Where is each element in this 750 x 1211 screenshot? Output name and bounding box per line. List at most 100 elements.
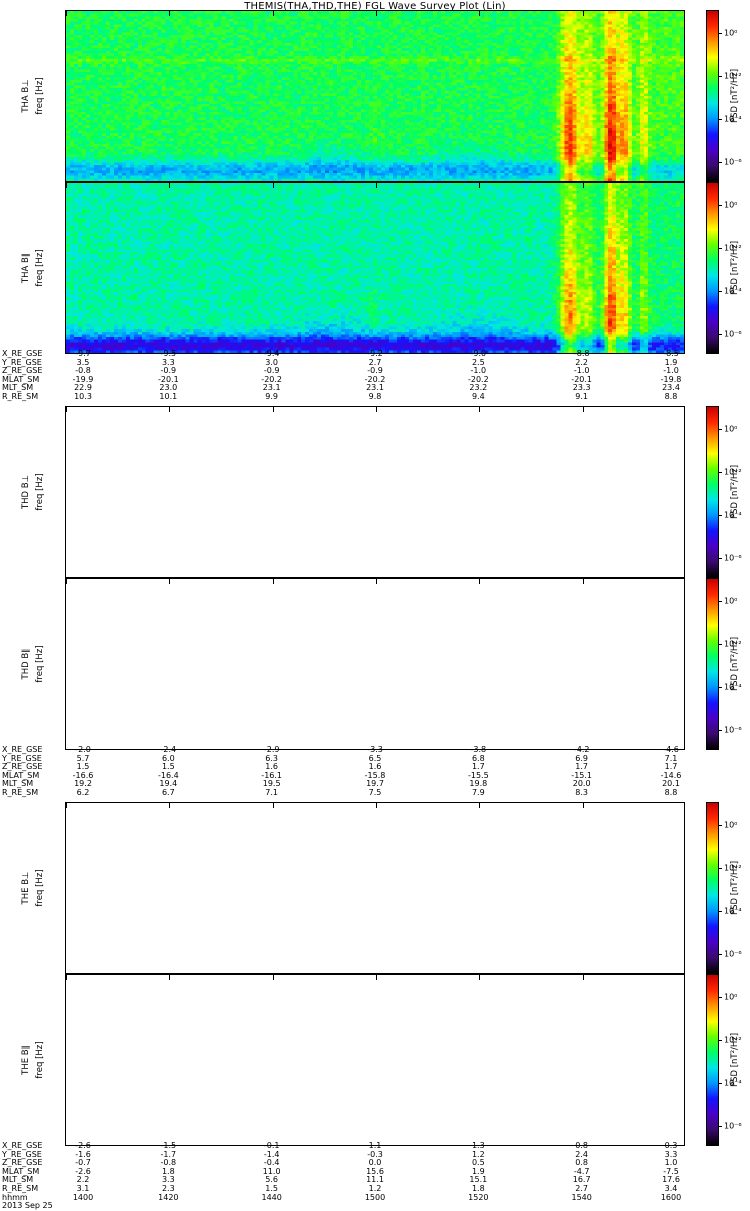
axis-minor-tick — [684, 338, 685, 339]
axis-tick — [684, 536, 685, 537]
colorbar-tick — [718, 824, 722, 826]
axis-minor-tick — [684, 1121, 685, 1122]
axis-minor-tick — [65, 235, 66, 236]
axis-minor-tick — [684, 915, 685, 916]
axis-minor-tick — [65, 20, 66, 21]
ephemeris-value: 1.6 — [368, 762, 382, 772]
ephemeris-value: 7.5 — [368, 787, 382, 797]
axis-minor-tick — [65, 596, 66, 597]
ephemeris-value: 6.9 — [575, 753, 589, 763]
axis-minor-tick — [684, 519, 685, 520]
axis-minor-tick — [65, 1138, 66, 1139]
y-axis-units: freq [Hz] — [35, 869, 45, 907]
x-axis-tick — [66, 183, 67, 188]
ephemeris-value: 23.4 — [662, 383, 680, 393]
ephemeris-row: MLT_SM 22.9 23.0 23.1 23.1 23.2 23.3 23.4 — [0, 384, 750, 393]
ephemeris-value: 1.2 — [471, 1149, 485, 1159]
colorbar-gradient — [707, 11, 718, 181]
axis-minor-tick — [65, 131, 66, 132]
ephemeris-value: -7.5 — [663, 1166, 679, 1176]
x-axis-tick — [479, 183, 481, 188]
x-axis-tick — [582, 183, 584, 188]
axis-minor-tick — [65, 1087, 66, 1088]
axis-tick — [65, 450, 66, 451]
axis-minor-tick — [65, 510, 66, 511]
ephemeris-value: 1.1 — [368, 1141, 382, 1150]
axis-minor-tick — [65, 588, 66, 589]
ephemeris-value: 11.0 — [262, 1166, 281, 1176]
axis-minor-tick — [65, 880, 66, 881]
ephemeris-value: 23.1 — [262, 383, 281, 393]
ephemeris-value: 19.8 — [469, 779, 488, 789]
axis-minor-tick — [684, 243, 685, 244]
axis-minor-tick — [684, 71, 685, 72]
colorbar-tick-label: 10⁻⁴ — [724, 1078, 742, 1087]
colorbar-title: PSD [nT²/Hz] — [730, 68, 740, 124]
colorbar-tick-label: 10⁻⁶ — [724, 329, 742, 338]
ephemeris-value: -16.6 — [72, 770, 94, 780]
ephemeris-value: -20.1 — [157, 374, 179, 384]
axis-tick — [684, 579, 685, 580]
axis-minor-tick — [684, 1138, 685, 1139]
ephemeris-value: 2.7 — [575, 1183, 589, 1193]
colorbar-tick — [718, 75, 722, 77]
axis-minor-tick — [65, 906, 66, 907]
ephemeris-value: 1.5 — [76, 762, 90, 772]
axis-minor-tick — [684, 63, 685, 64]
colorbar-gradient — [707, 803, 718, 973]
ephemeris-row-label: R_RE_SM — [2, 391, 39, 401]
axis-minor-tick — [684, 949, 685, 950]
colorbar-tick — [718, 471, 722, 473]
ephemeris-value: -9.0 — [470, 349, 487, 358]
axis-minor-tick — [65, 114, 66, 115]
axis-minor-tick — [684, 545, 685, 546]
axis-minor-tick — [65, 80, 66, 81]
x-axis-tick — [169, 803, 171, 808]
axis-tick — [684, 932, 685, 933]
ephemeris-row: MLAT_SM -16.6 -16.4 -16.1 -15.8 -15.5 -15.1 -14… — [0, 770, 750, 781]
axis-minor-tick — [65, 958, 66, 959]
ephemeris-value: 11.1 — [366, 1175, 384, 1185]
ephemeris-value: 1.2 — [368, 1183, 382, 1193]
axis-minor-tick — [684, 682, 685, 683]
axis-tick — [684, 11, 685, 12]
axis-minor-tick — [65, 949, 66, 950]
ephemeris-value: 3.3 — [161, 357, 175, 367]
axis-minor-tick — [65, 346, 66, 347]
axis-minor-tick — [684, 613, 685, 614]
axis-minor-tick — [65, 691, 66, 692]
ephemeris-row-label: MLAT_SM — [2, 374, 40, 384]
ephemeris-value: 5.6 — [265, 1175, 279, 1185]
axis-minor-tick — [684, 510, 685, 511]
x-axis-tick — [66, 579, 67, 584]
ephemeris-value: -2.6 — [75, 1141, 91, 1150]
ephemeris-value: 20.0 — [572, 779, 591, 789]
ephemeris-value: -1.0 — [573, 366, 590, 376]
ephemeris-value: 16.7 — [572, 1175, 591, 1185]
x-axis-tick — [272, 183, 274, 188]
ephemeris-value: -9.2 — [367, 349, 383, 358]
ephemeris-table-thd: X_RE_GSE -2.0 -2.4 -2.9 -3.3 -3.8 -4.2 -4.6 Y_RE… — [0, 745, 750, 798]
colorbar-tick — [718, 428, 722, 430]
axis-tick — [65, 226, 66, 227]
ephemeris-value: 3.4 — [664, 1183, 678, 1193]
axis-minor-tick — [684, 252, 685, 253]
ephemeris-value: -20.2 — [261, 374, 283, 384]
axis-minor-tick — [684, 502, 685, 503]
axis-minor-tick — [684, 570, 685, 571]
axis-minor-tick — [65, 1044, 66, 1045]
ephemeris-row: MLAT_SM -19.9 -20.1 -20.2 -20.2 -20.2 -20.1 -19… — [0, 374, 750, 385]
ephemeris-row: Z_RE_GSE -0.8 -0.9 -0.9 -0.9 -1.0 -1.0 -1.0 — [0, 367, 750, 376]
ephemeris-value: -0.1 — [263, 1141, 280, 1150]
axis-minor-tick — [65, 1009, 66, 1010]
ephemeris-value: 8.8 — [664, 391, 678, 401]
x-axis-tick — [582, 803, 584, 808]
ephemeris-value: 10.3 — [74, 391, 92, 401]
axis-tick — [684, 1018, 685, 1019]
axis-minor-tick — [684, 149, 685, 150]
axis-tick — [684, 493, 685, 494]
x-axis-tick — [376, 803, 377, 808]
axis-minor-tick — [684, 966, 685, 967]
axis-minor-tick — [65, 648, 66, 649]
x-axis-tick — [376, 11, 377, 16]
